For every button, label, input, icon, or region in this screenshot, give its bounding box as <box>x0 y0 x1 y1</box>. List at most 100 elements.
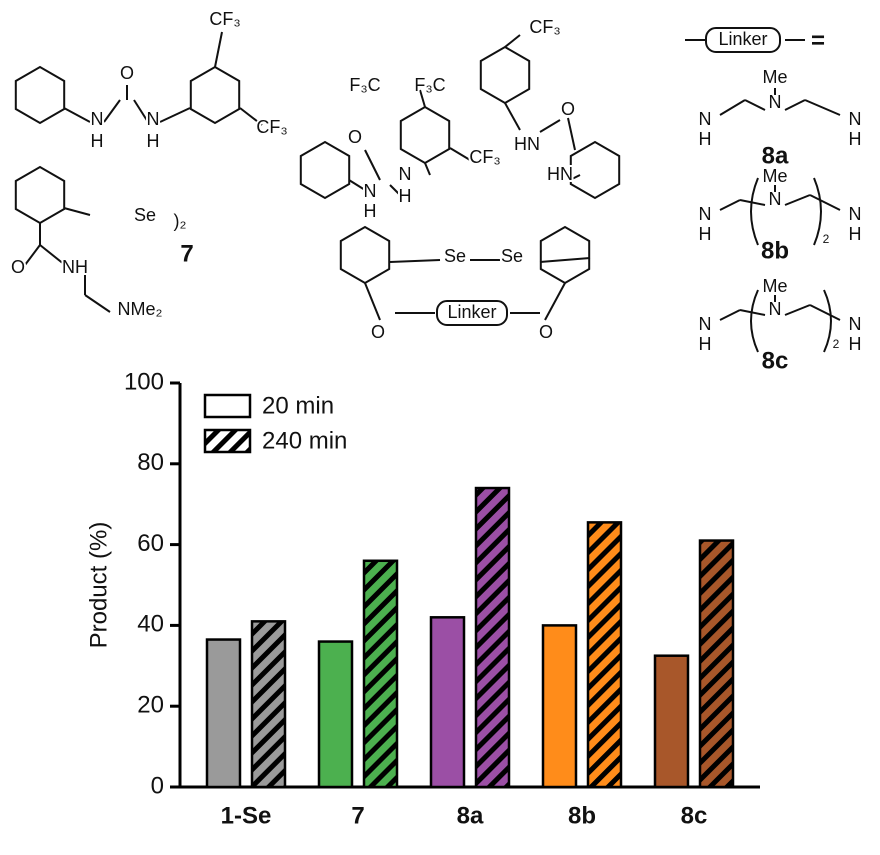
bond <box>719 199 741 211</box>
x-tick-label: 8a <box>457 802 484 829</box>
bar <box>474 486 511 789</box>
atom-label: H <box>91 131 104 151</box>
y-tick-label: 20 <box>137 692 164 719</box>
atom-label: 8b <box>761 237 789 264</box>
atom-label: HN <box>514 134 540 154</box>
bond <box>364 282 381 321</box>
atom-label: O <box>561 99 575 119</box>
legend-label: 20 min <box>262 392 334 419</box>
atom-label: N <box>399 164 412 184</box>
bond <box>809 194 841 211</box>
atom-label: F₃C <box>414 75 445 95</box>
atom-label: N <box>364 181 377 201</box>
atom-label: N <box>699 204 712 224</box>
bracket <box>813 177 822 246</box>
linker-box <box>436 300 508 326</box>
x-tick-label: 1-Se <box>221 802 272 829</box>
bond <box>364 149 381 181</box>
bond <box>719 309 741 321</box>
atom-label: Se <box>134 205 156 225</box>
bond <box>544 282 566 321</box>
atom-label: )₂ <box>174 211 187 231</box>
atom-label: Me <box>762 67 787 87</box>
atom-label: H <box>699 129 712 149</box>
y-axis-title: Product (%) <box>85 522 112 649</box>
legend-label: 240 min <box>262 427 347 454</box>
y-tick-label: 40 <box>137 611 164 638</box>
bond <box>504 34 521 48</box>
bond <box>784 194 811 206</box>
atom-label: H <box>699 224 712 244</box>
atom-label: Se <box>501 246 523 266</box>
atom-label: CF₃ <box>209 9 240 29</box>
chart: Product (%) 0 20 40 60 80 100 1-Se 7 8a 8b 8c 20 mi… <box>85 368 760 829</box>
y-tick-label: 100 <box>124 368 164 395</box>
atom-label: Me <box>762 276 787 296</box>
bond <box>504 102 521 131</box>
atom-label: Linker <box>718 29 767 49</box>
y-tick-label: 0 <box>151 772 164 799</box>
ring <box>14 65 66 125</box>
bond <box>348 179 366 191</box>
y-tick-label: 60 <box>137 530 164 557</box>
bracket <box>750 289 759 353</box>
legend-swatch <box>203 428 252 454</box>
x-tick-label: 8b <box>568 802 596 829</box>
bond <box>39 244 66 266</box>
atom-label: O <box>11 257 25 277</box>
atom-label: N <box>147 109 160 129</box>
atom-label: H <box>849 224 862 244</box>
bond <box>133 99 149 123</box>
bond <box>809 304 841 321</box>
atom-label: HN <box>547 164 573 184</box>
bar <box>362 559 399 789</box>
atom-label: N <box>849 314 862 334</box>
legend-swatch <box>203 393 252 419</box>
atom-label: O <box>539 322 553 342</box>
atom-label: Se <box>444 246 466 266</box>
bar <box>429 616 466 789</box>
atom-label: N <box>849 204 862 224</box>
atom-label: O <box>348 127 362 147</box>
bond <box>539 257 591 263</box>
ring <box>539 225 591 285</box>
ring <box>189 65 241 125</box>
atom-label: 8a <box>762 142 789 169</box>
bar <box>317 640 354 789</box>
atom-label: H <box>849 129 862 149</box>
atom-label: H <box>399 186 412 206</box>
bond <box>569 174 581 181</box>
bond <box>63 207 91 216</box>
bond <box>159 107 191 123</box>
atom-label: O <box>371 322 385 342</box>
bond <box>389 259 441 263</box>
ring <box>399 105 451 165</box>
atom-label: H <box>699 334 712 354</box>
bond <box>424 162 431 176</box>
bond <box>567 117 576 151</box>
ring <box>569 140 621 200</box>
bar <box>653 654 690 789</box>
bracket <box>750 177 759 246</box>
atom-label: CF₃ <box>256 117 287 137</box>
atom-label: N <box>699 109 712 129</box>
atom-label: = <box>811 27 825 54</box>
bond <box>744 99 766 111</box>
atom-label: O <box>120 63 134 83</box>
atom-label: 2 <box>823 232 830 246</box>
bond <box>239 107 263 126</box>
atom-label: 8c <box>762 347 789 374</box>
atom-label: N <box>91 109 104 129</box>
atom-label: N <box>769 189 782 209</box>
y-tick-label: 80 <box>137 449 164 476</box>
atom-label: N <box>769 299 782 319</box>
atom-label: CF₃ <box>529 17 560 37</box>
bond <box>63 107 91 123</box>
bond <box>784 99 806 111</box>
bar <box>698 539 735 789</box>
bond <box>719 99 746 116</box>
ring <box>14 165 66 225</box>
bond <box>84 294 111 313</box>
atom-label: Linker <box>447 302 496 322</box>
